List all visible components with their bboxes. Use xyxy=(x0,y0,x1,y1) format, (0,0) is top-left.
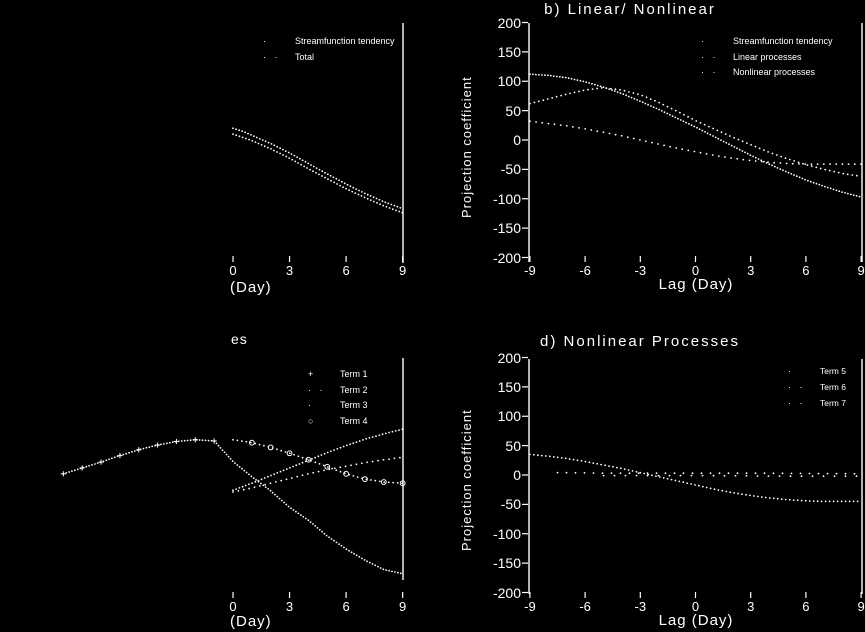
x-tick-label-b: -3 xyxy=(634,263,647,278)
x-tick-label-d: 0 xyxy=(691,599,700,614)
x-tick-label-c: 9 xyxy=(399,599,407,614)
legend-label: Term 1 xyxy=(340,369,368,379)
panel-c-curves xyxy=(60,358,406,598)
legend-label: Linear processes xyxy=(733,51,802,62)
legend-label: Term 7 xyxy=(820,398,846,408)
legend-row-b-0: · Streamfunction tendency xyxy=(701,36,833,46)
y-tick-label-d: 150 xyxy=(497,378,521,395)
legend-label: Streamfunction tendency xyxy=(733,36,833,46)
panel-d-title: d) Nonlinear Processes xyxy=(540,333,740,350)
y-tick-label-d: -50 xyxy=(500,496,521,513)
x-tick-label-b: 0 xyxy=(691,263,700,278)
y-tick-label-b: 150 xyxy=(497,43,521,60)
x-tick-label-d: -3 xyxy=(634,599,647,614)
x-tick-label-c: 0 xyxy=(229,599,237,614)
x-tick-label-b: 3 xyxy=(747,263,755,278)
legend-marker-dots-icon: · xyxy=(701,36,707,46)
legend-label: Term 2 xyxy=(340,384,368,395)
legend-marker-dots-icon: · xyxy=(788,366,794,376)
x-tick-label-a: 0 xyxy=(229,263,237,278)
y-tick-label-b: 200 xyxy=(497,14,521,31)
legend-marker-dots-icon: · · xyxy=(788,382,806,392)
x-tick-label-d: 9 xyxy=(857,599,865,614)
legend-label: Total xyxy=(295,52,315,62)
panel-d-xaxis-label: Lag (Day) xyxy=(658,612,734,629)
legend-label: Term 6 xyxy=(820,382,846,392)
legend-row-a-1: · · Total xyxy=(263,52,314,62)
legend-label: Streamfunction tendency xyxy=(295,36,395,46)
legend-row-c-2: · Term 3 xyxy=(308,400,368,410)
legend-row-c-1: · · Term 2 xyxy=(308,385,368,395)
panel-a-curves xyxy=(232,23,404,263)
legend-marker-dots-icon: · · xyxy=(701,51,719,62)
y-tick-label-b: -200 xyxy=(492,249,521,266)
legend-label: Term 4 xyxy=(340,415,368,426)
x-tick-label-b: 6 xyxy=(802,263,810,278)
legend-row-d-0: · Term 5 xyxy=(788,366,846,376)
x-tick-label-d: 3 xyxy=(747,599,755,614)
legend-marker-dots-icon: · · xyxy=(701,67,719,77)
legend-marker-plus-icon: + xyxy=(308,369,317,379)
panel-b-xaxis-label: Lag (Day) xyxy=(658,276,734,293)
legend-label: Term 3 xyxy=(340,400,368,410)
y-tick-label-d: -100 xyxy=(492,525,521,542)
x-tick-label-a: 3 xyxy=(285,263,294,278)
legend-row-c-3: ○ Term 4 xyxy=(308,416,368,426)
y-tick-label-b: 50 xyxy=(505,102,521,119)
y-tick-label-d: 50 xyxy=(505,437,521,454)
legend-marker-circle-icon: ○ xyxy=(308,415,317,426)
y-tick-label-d: 200 xyxy=(497,349,521,366)
x-tick-label-d: -9 xyxy=(524,599,536,614)
legend-row-a-0: · Streamfunction tendency xyxy=(263,36,395,46)
x-tick-label-b: 9 xyxy=(857,263,865,278)
legend-row-d-1: · · Term 6 xyxy=(788,382,846,392)
legend-row-c-0: + Term 1 xyxy=(308,369,368,379)
legend-row-b-1: · · Linear processes xyxy=(701,52,802,62)
x-tick-label-b: -6 xyxy=(579,263,591,278)
legend-marker-dots-icon: · xyxy=(308,400,314,410)
y-tick-label-d: -200 xyxy=(492,584,521,601)
legend-label: Nonlinear processes xyxy=(733,67,816,77)
x-tick-label-c: 3 xyxy=(285,599,294,614)
y-tick-label-d: 0 xyxy=(513,467,521,483)
x-tick-label-d: 6 xyxy=(802,599,810,614)
x-tick-label-c: 6 xyxy=(342,599,350,614)
x-tick-label-a: 9 xyxy=(399,263,407,278)
y-tick-label-b: 0 xyxy=(513,132,521,148)
panel-c-xaxis-label: (Day) xyxy=(230,613,272,630)
panel-d-curves xyxy=(522,356,863,598)
legend-marker-dots-icon: · · xyxy=(788,398,806,408)
panel-b-curves xyxy=(522,21,863,262)
panel-c-title-fragment: es xyxy=(231,331,248,347)
legend-marker-dots-icon: · · xyxy=(263,52,281,62)
x-tick-label-b: -9 xyxy=(524,263,536,278)
panel-a-xaxis-label: (Day) xyxy=(230,279,272,296)
y-tick-label-b: -50 xyxy=(500,161,521,178)
panel-b-title: b) Linear/ Nonlinear xyxy=(544,1,716,18)
legend-label: Term 5 xyxy=(820,366,846,376)
legend-marker-dots-icon: · xyxy=(263,36,269,46)
panel-b-yaxis-label: Projection coefficient xyxy=(459,76,474,219)
y-tick-label-b: -100 xyxy=(492,190,521,207)
legend-row-d-2: · · Term 7 xyxy=(788,398,846,408)
y-tick-label-d: -150 xyxy=(492,555,521,572)
legend-row-b-2: · · Nonlinear processes xyxy=(701,67,815,77)
panel-d-yaxis-label: Projection coefficient xyxy=(459,409,474,552)
x-tick-label-a: 6 xyxy=(342,263,350,278)
y-tick-label-b: 100 xyxy=(497,73,521,90)
y-tick-label-d: 100 xyxy=(497,408,521,425)
x-tick-label-d: -6 xyxy=(579,599,591,614)
legend-marker-dots-icon: · · xyxy=(308,384,326,395)
y-tick-label-b: -150 xyxy=(492,220,521,237)
